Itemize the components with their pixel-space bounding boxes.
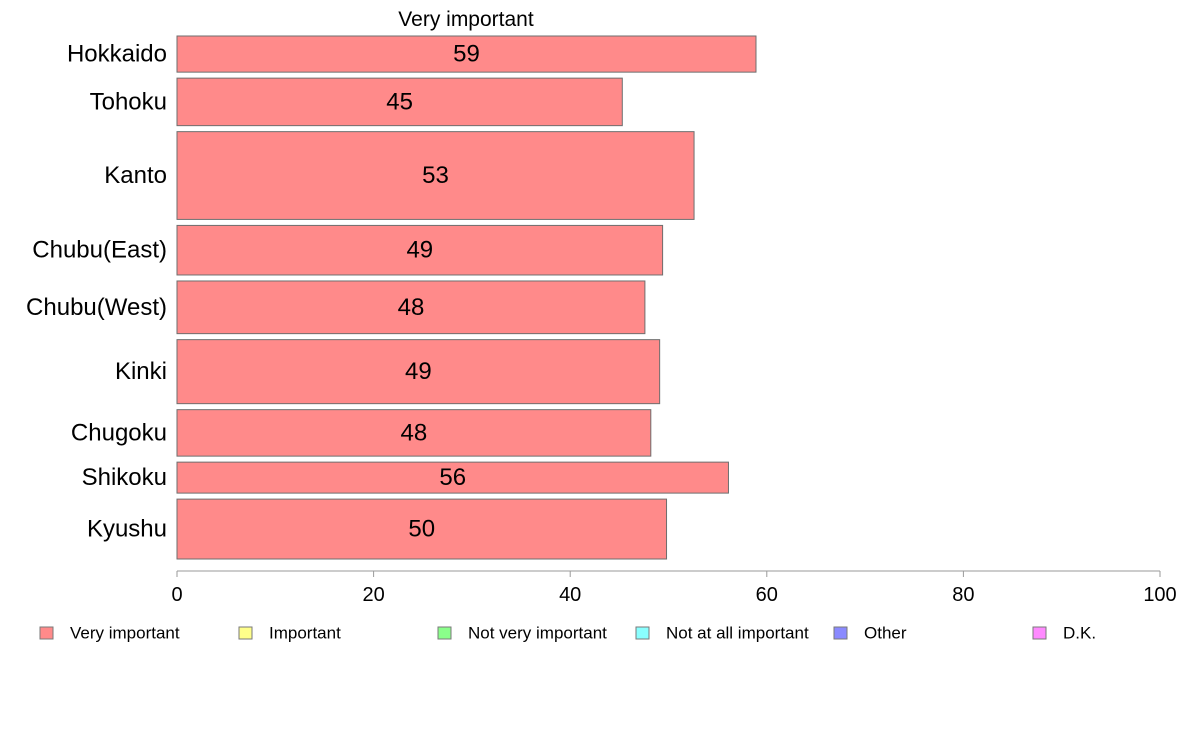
bar-shikoku: [176, 461, 729, 494]
legend-label: D.K.: [1063, 624, 1096, 643]
bar-chubu-east: [176, 224, 664, 276]
x-tick-label: 0: [171, 584, 182, 606]
bar-kanto: [176, 131, 695, 220]
category-label: Shikoku: [82, 464, 167, 491]
category-label: Chugoku: [71, 419, 167, 446]
bars-group: Hokkaido 59 Tohoku 45 Kanto 53 Chubu(East) 49 Ch…: [26, 35, 757, 560]
legend-label: Other: [864, 624, 907, 643]
value-label: 49: [406, 237, 433, 264]
bar-chugoku: [176, 409, 652, 457]
legend-swatch: [238, 626, 253, 640]
value-label: 50: [408, 516, 435, 543]
x-tick-label: 60: [756, 584, 778, 606]
value-label: 49: [405, 358, 432, 385]
category-label: Chubu(East): [32, 237, 167, 264]
value-label: 53: [422, 162, 449, 189]
category-label: Kanto: [104, 162, 167, 189]
bar-tohoku: [176, 77, 623, 127]
x-tick-label: 80: [952, 584, 974, 606]
value-label: 48: [401, 419, 428, 446]
legend-swatch: [39, 626, 54, 640]
value-label: 48: [398, 294, 425, 321]
bar-kyushu: [176, 498, 668, 560]
legend-swatch: [437, 626, 452, 640]
legend-label: Important: [269, 624, 341, 643]
category-label: Hokkaido: [67, 41, 167, 68]
category-label: Tohoku: [90, 88, 167, 115]
legend-swatch: [635, 626, 650, 640]
legend-label: Very important: [70, 624, 180, 643]
legend: Very important Important Not very importan…: [39, 624, 1096, 643]
x-tick-label: 100: [1143, 584, 1176, 606]
legend-swatch: [833, 626, 848, 640]
bar-kinki: [176, 339, 661, 405]
bar-hokkaido: [176, 35, 757, 73]
category-label: Chubu(West): [26, 294, 167, 321]
legend-label: Not very important: [468, 624, 607, 643]
x-tick-label: 20: [362, 584, 384, 606]
legend-label: Not at all important: [666, 624, 809, 643]
chart-title: Very important: [398, 8, 534, 31]
x-tick-label: 40: [559, 584, 581, 606]
category-label: Kinki: [115, 358, 167, 385]
legend-swatch: [1032, 626, 1047, 640]
value-label: 59: [453, 41, 480, 68]
value-label: 45: [386, 88, 413, 115]
category-label: Kyushu: [87, 516, 167, 543]
value-label: 56: [439, 464, 466, 491]
x-axis: 0 20 40 60 80 100: [171, 570, 1177, 606]
bar-chubu-west: [176, 280, 646, 335]
